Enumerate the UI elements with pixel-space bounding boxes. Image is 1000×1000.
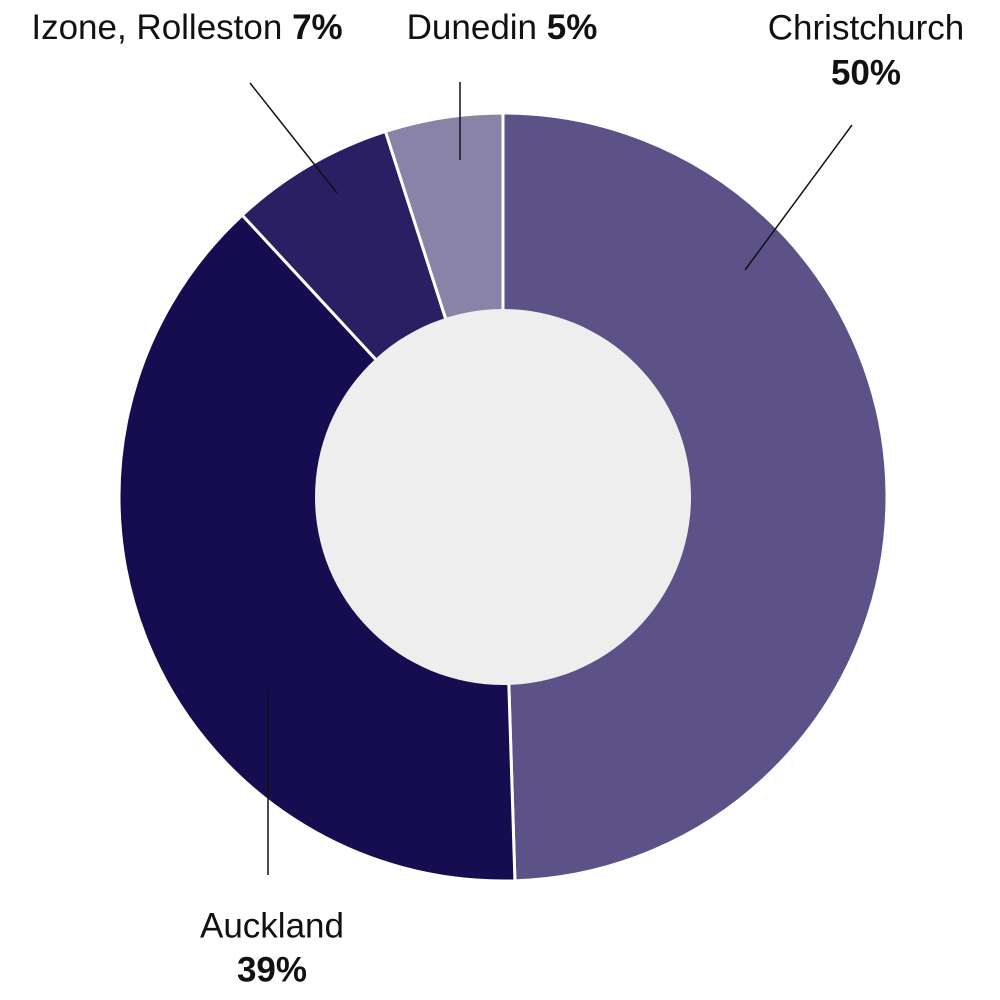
leader-line xyxy=(249,82,338,194)
slice-label-group: Izone, Rolleston 7% xyxy=(31,8,342,47)
slice-label-group: Dunedin 5% xyxy=(407,8,598,47)
leader-line xyxy=(744,124,853,271)
value-label: 50% xyxy=(831,53,901,92)
value-label: 5% xyxy=(547,8,598,47)
slice-label: Dunedin xyxy=(407,8,537,47)
slice-label: Izone, Rolleston xyxy=(31,8,282,47)
donut-slice xyxy=(117,213,517,883)
slice-label: Christchurch xyxy=(768,8,964,47)
value-label: 39% xyxy=(237,950,307,989)
value-label: 7% xyxy=(292,8,343,47)
donut-slice xyxy=(501,111,889,883)
slice-label: Auckland xyxy=(200,906,344,945)
donut-hole xyxy=(315,309,691,685)
